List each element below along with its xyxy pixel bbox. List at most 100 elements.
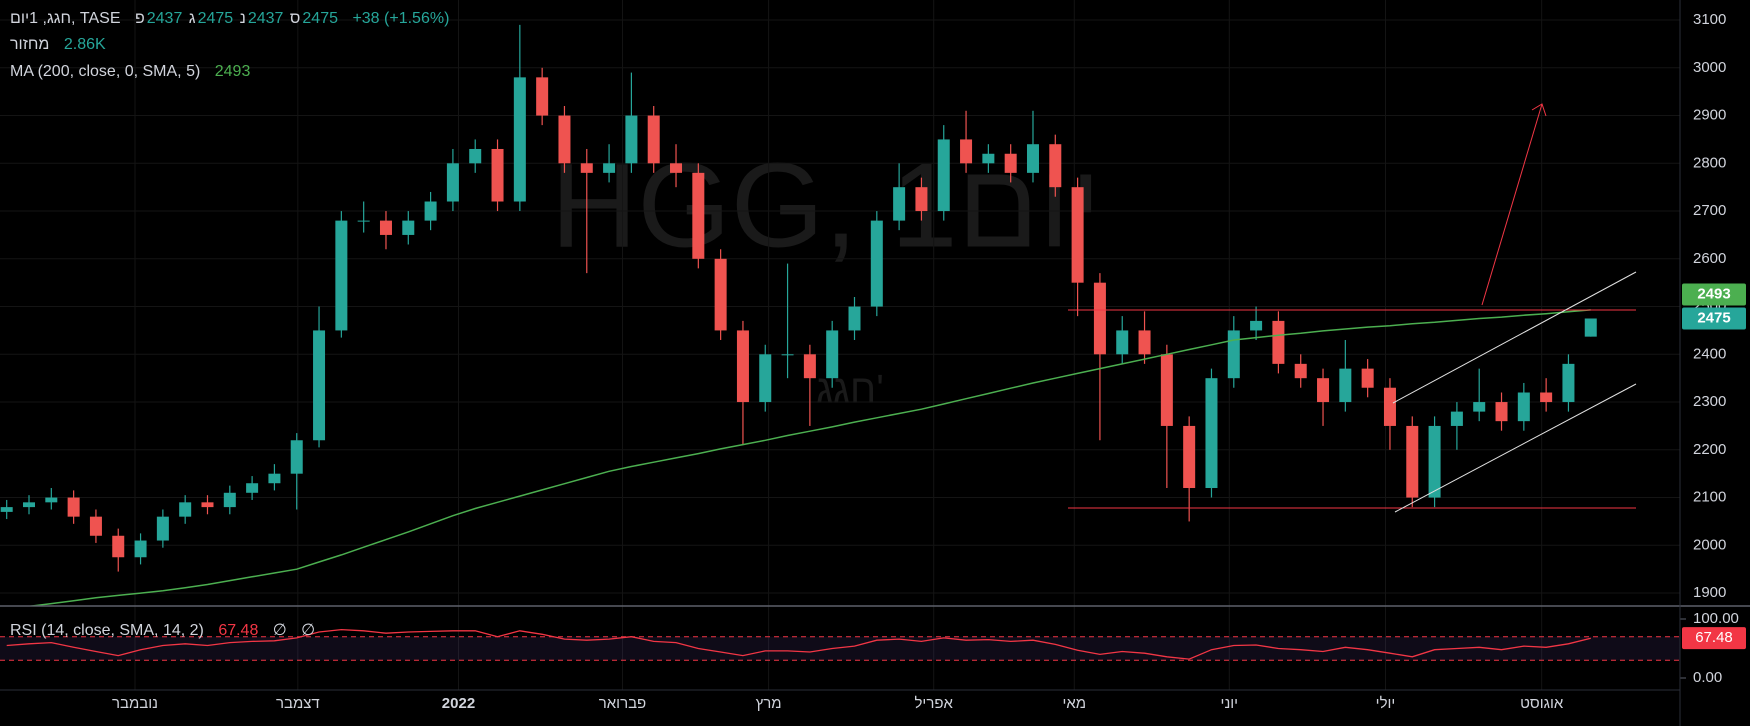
- x-tick-label: דצמבר: [276, 695, 320, 712]
- candle-body: [536, 77, 549, 116]
- legend-rsi: RSI (14, close, SMA, 14, 2) 67.48 ∅ ∅: [10, 620, 317, 640]
- candle-body: [893, 187, 906, 221]
- candle-body: [67, 497, 80, 517]
- ohlc-value: 2475: [302, 10, 338, 27]
- arrow-shaft: [1481, 103, 1543, 306]
- candle-body: [1071, 187, 1084, 283]
- channel-upper: [1392, 271, 1637, 404]
- ma-value: 2493: [214, 63, 251, 80]
- candle-body: [1183, 425, 1196, 489]
- legend-volume: מחזור 2.86K: [10, 36, 108, 54]
- candle-body: [1450, 411, 1463, 426]
- ohlc-letter: פ: [134, 10, 145, 27]
- candle-body: [335, 220, 348, 331]
- y-tick-label: 2600: [1693, 250, 1726, 267]
- x-tick-label: יולי: [1376, 695, 1396, 712]
- candle-body: [937, 139, 950, 212]
- candle-body: [1294, 363, 1307, 379]
- price-pane: [0, 24, 1597, 606]
- rsi-value-box: [1682, 627, 1746, 650]
- candle-body: [513, 77, 526, 202]
- candle-body: [670, 163, 683, 173]
- candle-body: [89, 516, 102, 536]
- rsi-line: [6, 628, 1591, 660]
- x-tick-label: אוגוסט: [1520, 695, 1564, 712]
- candle-body: [402, 220, 415, 235]
- candle-body: [736, 330, 749, 403]
- volume-label: מחזור: [10, 36, 50, 53]
- y-tick-label: 2000: [1693, 536, 1726, 553]
- ohlc-value: 2437: [146, 10, 183, 27]
- candle-body: [1250, 320, 1263, 331]
- volume-value: 2.86K: [63, 36, 106, 53]
- candle-body: [1473, 402, 1486, 412]
- candle-body: [134, 540, 147, 558]
- candle-body: [1227, 330, 1240, 379]
- y-tick-label: 3000: [1693, 59, 1726, 76]
- candle-body: [491, 148, 504, 202]
- candle-body: [1116, 330, 1129, 355]
- y-tick-label: 2400: [1693, 345, 1726, 362]
- y-tick-label: 2900: [1693, 107, 1726, 124]
- candle-body: [647, 115, 660, 164]
- last-price-label: 2475: [1697, 309, 1730, 326]
- x-tick-label: מאי: [1062, 695, 1086, 712]
- y-tick-label: 2100: [1693, 489, 1726, 506]
- candle-body: [982, 153, 995, 164]
- candle-body: [1004, 153, 1017, 173]
- rsi-band: [0, 636, 1680, 661]
- ohlc-letter: ג: [188, 10, 196, 27]
- candle-body: [803, 354, 816, 379]
- candle-body: [1049, 144, 1062, 188]
- x-tick-label: יוני: [1221, 695, 1239, 712]
- candle-body: [759, 354, 772, 403]
- candle-body: [1205, 378, 1218, 489]
- candle-body: [826, 330, 839, 379]
- candle-body: [23, 502, 36, 508]
- candle-body: [1138, 330, 1151, 355]
- y-tick-label: 2300: [1693, 393, 1726, 410]
- candle-body: [870, 220, 883, 307]
- candle-body: [558, 115, 571, 164]
- candle-body: [357, 220, 370, 222]
- y-tick-label: 2200: [1693, 441, 1726, 458]
- candle-body: [201, 502, 214, 508]
- legend-main: חגג, 1יום, TASE פ 2437 ג 2475 נ 2437 ס 2475 …: [10, 10, 451, 28]
- candle-body: [714, 258, 727, 331]
- arrow-head: [1531, 103, 1547, 117]
- last-price-box: [1682, 307, 1746, 330]
- candle-body: [1406, 425, 1419, 498]
- legend-ma: MA (200, close, 0, SMA, 5) 2493: [10, 63, 252, 81]
- ohlc-value: 2437: [247, 10, 284, 27]
- candle-body: [0, 507, 13, 512]
- candle-body: [45, 497, 58, 503]
- rsi-label: RSI (14, close, SMA, 14, 2): [10, 622, 204, 639]
- candle-body: [1540, 392, 1553, 403]
- candle-body: [1495, 402, 1508, 422]
- candle-body: [1562, 363, 1575, 403]
- candle-body: [692, 172, 705, 259]
- candle-body: [1383, 387, 1396, 426]
- candle-body: [290, 440, 303, 474]
- candle-body: [223, 492, 236, 508]
- x-tick-label: 2022: [442, 695, 475, 712]
- ohlc-letter: ס: [289, 10, 301, 27]
- candle-body: [246, 483, 259, 493]
- candle-body: [313, 330, 326, 441]
- rsi-value: 67.48: [218, 622, 259, 639]
- ohlc-value: 2475: [197, 10, 234, 27]
- candle-body: [1093, 282, 1106, 355]
- candle-body: [424, 201, 437, 221]
- candle-body: [112, 535, 125, 558]
- y-tick-label: 2800: [1693, 154, 1726, 171]
- candle-body: [625, 115, 638, 164]
- rsi-value-label: 67.48: [1695, 629, 1733, 646]
- rsi-extra: ∅: [301, 622, 316, 639]
- candle-body: [1026, 144, 1039, 173]
- candle-body: [1339, 368, 1352, 403]
- change: +38 (+1.56%): [352, 10, 450, 27]
- candle-body: [446, 163, 459, 202]
- y-tick-label: 3100: [1693, 11, 1726, 28]
